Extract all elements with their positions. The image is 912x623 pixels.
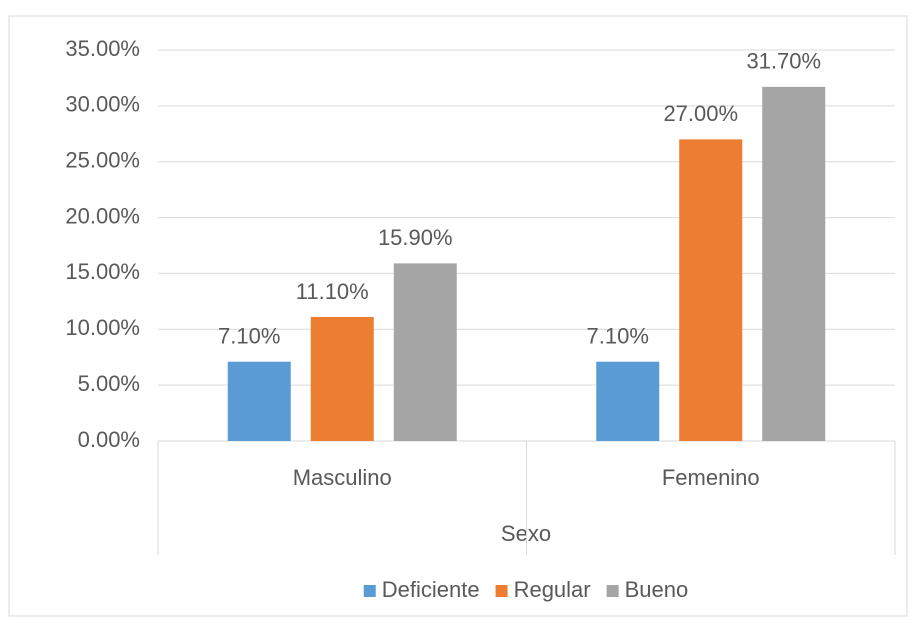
bar <box>596 361 660 441</box>
data-label: 11.10% <box>296 279 369 304</box>
data-label: 31.70% <box>746 49 821 74</box>
legend-swatch <box>495 585 508 597</box>
y-tick-label: 5.00% <box>78 371 140 396</box>
y-tick-label: 15.00% <box>65 259 140 284</box>
y-tick-label: 30.00% <box>65 92 140 117</box>
legend-label: Regular <box>514 577 591 602</box>
data-label: 27.00% <box>663 101 738 126</box>
data-label: 7.10% <box>218 323 280 348</box>
bar <box>679 139 743 441</box>
bar <box>227 361 291 441</box>
data-label: 7.10% <box>587 323 649 348</box>
y-tick-label: 0.00% <box>78 427 140 452</box>
y-tick-label: 10.00% <box>65 315 140 340</box>
legend-swatch <box>606 585 619 597</box>
bar <box>310 316 374 441</box>
bar <box>762 86 826 441</box>
bar <box>393 263 457 441</box>
legend-swatch <box>363 585 376 597</box>
data-label: 15.90% <box>378 225 453 250</box>
x-tick-label: Masculino <box>293 465 392 490</box>
y-tick-label: 25.00% <box>65 148 140 173</box>
legend-label: Bueno <box>625 577 689 602</box>
legend-label: Deficiente <box>382 577 480 602</box>
chart-border <box>8 15 908 617</box>
y-tick-label: 35.00% <box>65 36 140 61</box>
y-tick-label: 20.00% <box>65 203 140 228</box>
x-tick-label: Femenino <box>662 465 760 490</box>
